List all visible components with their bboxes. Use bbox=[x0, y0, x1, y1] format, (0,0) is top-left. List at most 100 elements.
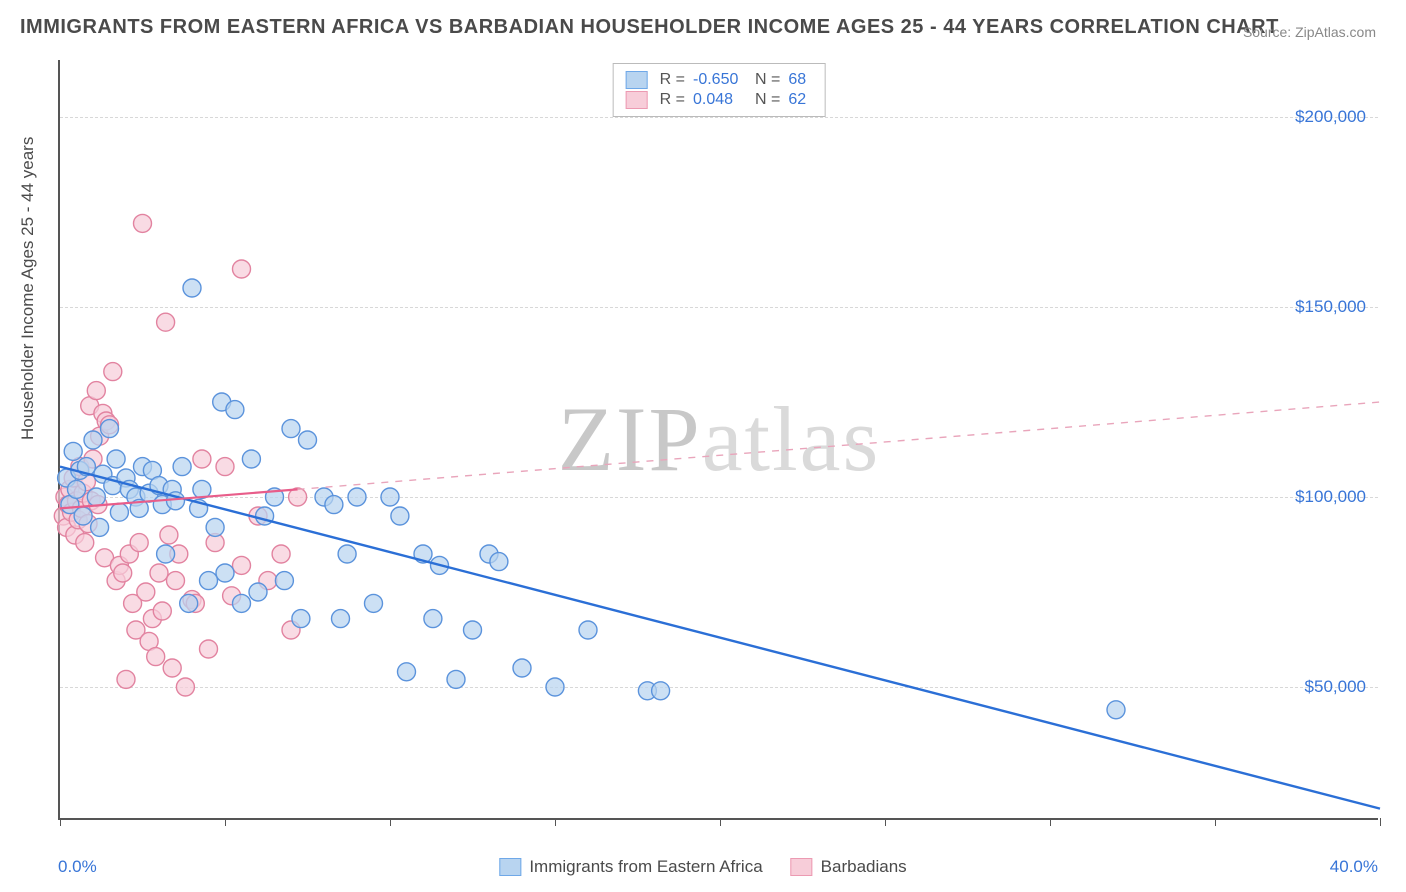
point-blue bbox=[91, 518, 109, 536]
point-pink bbox=[137, 583, 155, 601]
stats-row-blue: R = -0.650 N = 68 bbox=[626, 71, 813, 89]
point-blue bbox=[292, 610, 310, 628]
x-tick bbox=[1215, 818, 1216, 826]
point-pink bbox=[167, 572, 185, 590]
x-tick bbox=[885, 818, 886, 826]
point-blue bbox=[464, 621, 482, 639]
point-blue bbox=[348, 488, 366, 506]
point-blue bbox=[226, 401, 244, 419]
point-pink bbox=[87, 382, 105, 400]
point-blue bbox=[242, 450, 260, 468]
point-blue bbox=[365, 594, 383, 612]
point-pink bbox=[160, 526, 178, 544]
legend-item-blue: Immigrants from Eastern Africa bbox=[499, 857, 762, 877]
point-blue bbox=[84, 431, 102, 449]
point-pink bbox=[134, 214, 152, 232]
point-blue bbox=[398, 663, 416, 681]
r-label: R = bbox=[660, 91, 685, 109]
x-tick bbox=[1380, 818, 1381, 826]
source-label: Source: ZipAtlas.com bbox=[1243, 24, 1376, 40]
point-pink bbox=[153, 602, 171, 620]
point-pink bbox=[163, 659, 181, 677]
chart-title: IMMIGRANTS FROM EASTERN AFRICA VS BARBAD… bbox=[20, 16, 1279, 39]
point-blue bbox=[447, 670, 465, 688]
x-axis-min-label: 0.0% bbox=[58, 857, 97, 877]
point-blue bbox=[332, 610, 350, 628]
point-pink bbox=[193, 450, 211, 468]
point-pink bbox=[150, 564, 168, 582]
point-pink bbox=[147, 648, 165, 666]
point-blue bbox=[206, 518, 224, 536]
point-blue bbox=[173, 458, 191, 476]
point-blue bbox=[183, 279, 201, 297]
r-value-blue: -0.650 bbox=[693, 71, 743, 89]
n-label: N = bbox=[755, 71, 780, 89]
point-blue bbox=[275, 572, 293, 590]
n-label: N = bbox=[755, 91, 780, 109]
swatch-pink bbox=[626, 91, 648, 109]
point-pink bbox=[104, 363, 122, 381]
point-blue bbox=[424, 610, 442, 628]
trend-line-blue bbox=[60, 467, 1380, 809]
point-blue bbox=[216, 564, 234, 582]
point-pink bbox=[233, 556, 251, 574]
n-value-blue: 68 bbox=[788, 71, 812, 89]
point-blue bbox=[391, 507, 409, 525]
x-tick bbox=[555, 818, 556, 826]
stats-legend: R = -0.650 N = 68 R = 0.048 N = 62 bbox=[613, 63, 826, 117]
chart-container: IMMIGRANTS FROM EASTERN AFRICA VS BARBAD… bbox=[0, 0, 1406, 892]
point-blue bbox=[249, 583, 267, 601]
x-tick bbox=[60, 818, 61, 826]
point-blue bbox=[490, 553, 508, 571]
point-blue bbox=[513, 659, 531, 677]
point-blue bbox=[325, 496, 343, 514]
point-pink bbox=[216, 458, 234, 476]
point-blue bbox=[546, 678, 564, 696]
legend-label-blue: Immigrants from Eastern Africa bbox=[529, 857, 762, 877]
point-blue bbox=[299, 431, 317, 449]
point-pink bbox=[200, 640, 218, 658]
legend-item-pink: Barbadians bbox=[791, 857, 907, 877]
point-blue bbox=[68, 480, 86, 498]
point-pink bbox=[130, 534, 148, 552]
point-pink bbox=[157, 313, 175, 331]
x-axis-max-label: 40.0% bbox=[1330, 857, 1378, 877]
point-blue bbox=[282, 420, 300, 438]
x-tick bbox=[225, 818, 226, 826]
point-blue bbox=[381, 488, 399, 506]
point-blue bbox=[157, 545, 175, 563]
legend-label-pink: Barbadians bbox=[821, 857, 907, 877]
point-blue bbox=[233, 594, 251, 612]
point-blue bbox=[180, 594, 198, 612]
point-pink bbox=[233, 260, 251, 278]
point-pink bbox=[76, 534, 94, 552]
point-pink bbox=[114, 564, 132, 582]
swatch-pink-icon bbox=[791, 858, 813, 876]
r-label: R = bbox=[660, 71, 685, 89]
y-axis-title: Householder Income Ages 25 - 44 years bbox=[18, 137, 38, 440]
point-blue bbox=[652, 682, 670, 700]
point-pink bbox=[117, 670, 135, 688]
point-blue bbox=[1107, 701, 1125, 719]
point-blue bbox=[338, 545, 356, 563]
point-blue bbox=[87, 488, 105, 506]
point-blue bbox=[64, 442, 82, 460]
scatter-svg bbox=[60, 60, 1378, 818]
point-blue bbox=[200, 572, 218, 590]
point-blue bbox=[74, 507, 92, 525]
point-pink bbox=[176, 678, 194, 696]
point-blue bbox=[110, 503, 128, 521]
plot-area: ZIPatlas $50,000$100,000$150,000$200,000… bbox=[58, 60, 1378, 820]
series-legend: Immigrants from Eastern Africa Barbadian… bbox=[499, 857, 906, 877]
point-blue bbox=[107, 450, 125, 468]
x-tick bbox=[1050, 818, 1051, 826]
point-pink bbox=[272, 545, 290, 563]
point-blue bbox=[579, 621, 597, 639]
trend-line-pink-dashed bbox=[298, 402, 1380, 489]
stats-row-pink: R = 0.048 N = 62 bbox=[626, 91, 813, 109]
x-tick bbox=[390, 818, 391, 826]
swatch-blue bbox=[626, 71, 648, 89]
point-blue bbox=[101, 420, 119, 438]
x-tick bbox=[720, 818, 721, 826]
n-value-pink: 62 bbox=[788, 91, 812, 109]
